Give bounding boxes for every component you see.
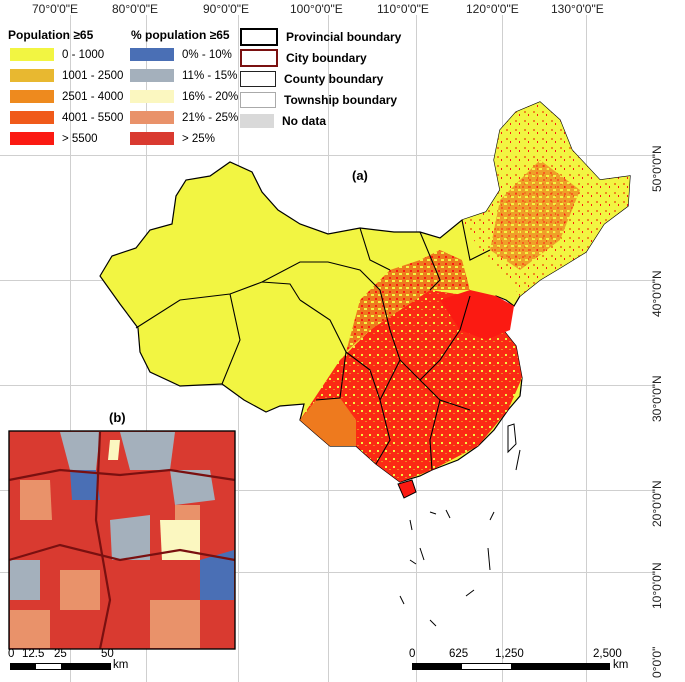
inset-regions: [10, 432, 234, 648]
percent-legend-title: % population ≥65: [131, 28, 230, 42]
longitude-label: 130°0'0"E: [551, 2, 604, 16]
parallel-line: [0, 490, 655, 491]
longitude-label: 90°0'0"E: [203, 2, 250, 16]
scale-a-unit: km: [613, 659, 629, 671]
scale-b-tick: 50: [101, 648, 114, 660]
meridian-line: [586, 15, 587, 682]
legend-item: 4001 - 5500: [10, 110, 123, 125]
legend-item: > 25%: [130, 131, 215, 146]
longitude-label: 70°0'0"E: [32, 2, 79, 16]
legend-item: 11% - 15%: [130, 68, 237, 83]
meridian-line: [70, 15, 71, 682]
scale-b-unit: km: [113, 659, 129, 671]
legend-item: 16% - 20%: [130, 89, 238, 104]
legend-item: 0% - 10%: [130, 47, 232, 62]
legend-item: No data: [240, 113, 326, 128]
parallel-line: [0, 572, 655, 573]
legend-item: 21% - 25%: [130, 110, 238, 125]
scale-b-tick: 0: [8, 648, 15, 660]
scale-a-tick: 625: [449, 648, 469, 660]
legend-item: > 5500: [10, 131, 98, 146]
hainan: [397, 479, 417, 499]
scale-a-tick: 0: [409, 648, 416, 660]
panel-a-label: (a): [352, 168, 368, 183]
legend-item: Township boundary: [240, 91, 397, 108]
longitude-label: 80°0'0"E: [112, 2, 159, 16]
population-legend-title: Population ≥65: [8, 28, 94, 42]
scale-bar-b: [10, 663, 111, 670]
scale-a-tick: 1,250: [495, 648, 524, 660]
longitude-label: 100°0'0"E: [290, 2, 343, 16]
legend-item: 2501 - 4000: [10, 89, 123, 104]
parallel-line: [0, 155, 655, 156]
scale-a-tick: 2,500: [593, 648, 622, 660]
legend-item: 0 - 1000: [10, 47, 104, 62]
longitude-label: 110°0'0"E: [377, 2, 429, 16]
scale-b-tick: 12.5: [22, 648, 45, 660]
legend-item: 1001 - 2500: [10, 68, 123, 83]
legend-item: County boundary: [240, 70, 383, 87]
legend-item: City boundary: [240, 48, 367, 67]
taiwan: [507, 423, 517, 454]
scale-bar-a: [412, 663, 610, 670]
legend-item: Provincial boundary: [240, 27, 401, 46]
scale-b-tick: 25: [54, 648, 67, 660]
panel-b-label: (b): [109, 410, 126, 425]
longitude-label: 120°0'0"E: [466, 2, 519, 16]
